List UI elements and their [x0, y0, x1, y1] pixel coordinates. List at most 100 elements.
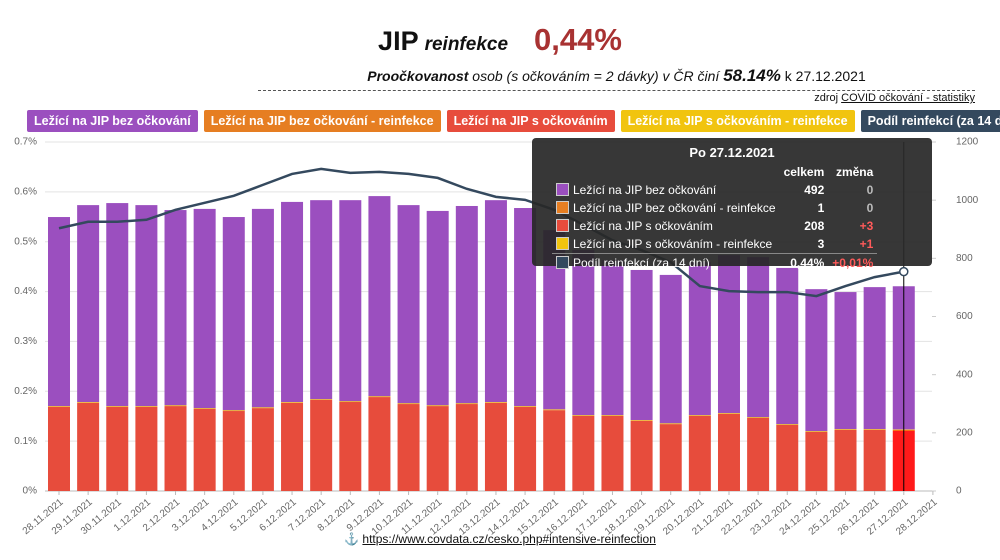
bar-segment	[805, 289, 828, 432]
subtitle-date: k 27.12.2021	[780, 68, 866, 84]
bar-segment	[251, 208, 274, 408]
bar-segment	[222, 217, 245, 411]
bar-segment	[397, 403, 420, 405]
bar-segment	[717, 255, 740, 414]
bar-segment	[834, 292, 857, 430]
y-tick-label: 0.3%	[14, 336, 37, 347]
legend-item[interactable]: Podíl reinfekcí (za 14 dní)	[860, 110, 1000, 132]
bar-segment	[222, 411, 245, 491]
tooltip-swatch	[556, 256, 569, 269]
bar-segment	[514, 208, 537, 407]
bar-segment	[514, 406, 537, 491]
footer-link[interactable]: https://www.covdata.cz/cesko.php#intensi…	[362, 532, 656, 546]
tooltip-swatch	[556, 183, 569, 196]
tooltip-row: Ležící na JIP bez očkování 492 0	[552, 181, 877, 199]
subtitle-text: osob (s očkováním = 2 dávky) v ČR činí	[468, 68, 724, 84]
line-point	[899, 266, 909, 277]
tooltip-name: Ležící na JIP bez očkování	[573, 183, 717, 197]
title: JIP reinfekce 0,44%	[0, 22, 1000, 58]
bar-segment	[339, 401, 362, 403]
bar-segment	[251, 408, 274, 491]
bar-segment	[426, 405, 449, 407]
bar-segment	[281, 201, 304, 403]
tooltip-name-cell: Ležící na JIP bez očkování	[552, 181, 780, 199]
bar-segment	[717, 413, 740, 491]
bar-segment	[106, 203, 129, 407]
bar-segment	[48, 406, 70, 407]
bar-segment	[688, 262, 711, 416]
tooltip-total: 1	[817, 201, 825, 215]
bar-segment	[863, 429, 886, 491]
tooltip-change: +3	[859, 219, 874, 233]
y-tick-label: 0.7%	[14, 137, 37, 148]
y-tick-label: 0.6%	[14, 186, 37, 197]
bar-segment	[339, 200, 362, 402]
bar-segment	[572, 415, 595, 491]
bar-segment	[397, 404, 420, 491]
source: zdroj COVID očkování - statistiky	[814, 92, 975, 104]
bar-segment	[368, 396, 391, 398]
bar-segment	[688, 415, 711, 416]
bar-segment	[368, 196, 391, 397]
bar-segment	[484, 402, 507, 403]
bar-segment	[659, 424, 682, 491]
y-tick-label: 0.2%	[14, 386, 37, 397]
bar-segment	[484, 402, 507, 491]
bar-segment	[776, 267, 799, 425]
y-tick-label: 0.4%	[14, 286, 37, 297]
legend-item[interactable]: Ležící na JIP bez očkování - reinfekce	[203, 110, 441, 132]
bar-segment	[484, 200, 507, 403]
title-sub: reinfekce	[424, 34, 509, 55]
tooltip-name: Ležící na JIP s očkováním - reinfekce	[573, 237, 773, 251]
bar-segment	[630, 269, 653, 421]
tooltip-table: celkem změna Ležící na JIP bez očkování 49…	[552, 163, 878, 273]
tooltip-header: celkem	[783, 165, 825, 179]
tooltip-name: Ležící na JIP s očkováním	[573, 219, 713, 233]
bar-segment	[135, 205, 158, 407]
y2-tick-label: 200	[956, 427, 973, 438]
bar-segment	[164, 405, 187, 407]
bar-segment	[106, 406, 129, 491]
legend-item[interactable]: Ležící na JIP bez očkování	[27, 110, 198, 132]
tooltip-title: Po 27.12.2021	[689, 145, 775, 160]
bar-segment	[863, 429, 886, 430]
bar-segment	[164, 406, 187, 491]
y-tick-label: 0.5%	[14, 236, 37, 247]
bar-segment	[310, 399, 333, 400]
bar-segment	[368, 397, 391, 491]
tooltip-header: změna	[835, 165, 874, 179]
y2-tick-label: 400	[956, 369, 973, 380]
bar-segment	[281, 402, 304, 403]
bar-segment	[193, 408, 216, 491]
bar-segment	[863, 287, 886, 430]
bar-segment	[572, 249, 595, 416]
tooltip-swatch	[556, 201, 569, 214]
bar-segment	[630, 420, 653, 491]
bar-segment	[543, 410, 566, 491]
subtitle-bold: Proočkovanost	[367, 68, 469, 84]
tooltip-change: 0	[866, 201, 874, 215]
tooltip-total: 208	[804, 219, 825, 233]
y2-tick-label: 600	[956, 311, 973, 322]
bar-segment	[455, 403, 478, 405]
bar-segment	[834, 429, 857, 430]
subtitle-pct: 58.14%	[723, 66, 781, 85]
bar-segment	[776, 424, 799, 425]
bar-segment	[77, 402, 100, 403]
y2-tick-label: 1000	[956, 195, 979, 206]
bar-segment	[251, 407, 274, 409]
legend-item[interactable]: Ležící na JIP s očkováním	[446, 110, 615, 132]
legend-item[interactable]: Ležící na JIP s očkováním - reinfekce	[620, 110, 855, 132]
bar-segment	[339, 402, 362, 491]
source-link[interactable]: COVID očkování - statistiky	[841, 92, 975, 104]
tooltip-change: +1	[859, 237, 874, 251]
bar-segment	[601, 260, 624, 416]
tooltip-total: 492	[804, 183, 825, 197]
subtitle: Proočkovanost osob (s očkováním = 2 dávk…	[258, 66, 975, 91]
tooltip-row: Podíl reinfekcí (za 14 dní) 0,44% +0,01%	[552, 253, 878, 273]
bar-segment	[747, 257, 770, 418]
tooltip: Po 27.12.2021 celkem změna Ležící na JIP …	[532, 138, 932, 270]
tooltip-row: Ležící na JIP s očkováním - reinfekce 3 +1	[552, 235, 877, 254]
tooltip-row: Ležící na JIP s očkováním 208 +3	[552, 217, 877, 235]
